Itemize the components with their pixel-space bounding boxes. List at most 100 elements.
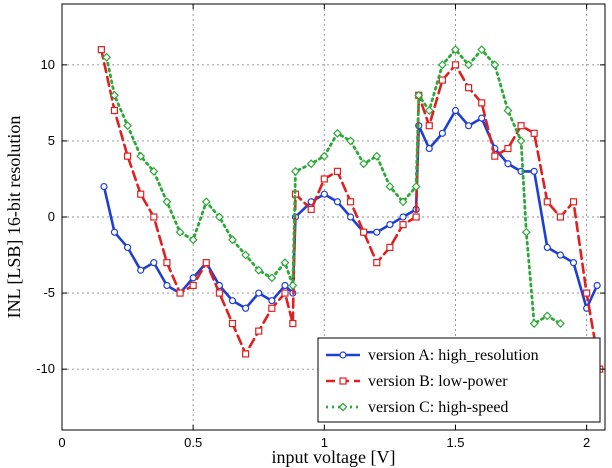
data-point xyxy=(504,144,512,153)
data-point xyxy=(438,76,446,84)
data-point xyxy=(464,84,473,92)
data-point xyxy=(451,61,460,69)
data-point xyxy=(333,167,342,175)
data-point xyxy=(491,152,499,160)
y-tick-label: 10 xyxy=(41,57,55,72)
data-point xyxy=(386,243,394,252)
data-point xyxy=(529,319,539,328)
data-point xyxy=(411,182,421,192)
y-tick-label: -10 xyxy=(36,361,55,376)
data-point xyxy=(556,251,565,259)
data-point xyxy=(188,235,198,245)
data-point xyxy=(386,221,394,229)
data-point xyxy=(307,205,315,213)
data-point xyxy=(175,227,185,237)
data-point xyxy=(346,213,355,221)
legend-label: version B: low-power xyxy=(368,373,508,390)
legend-box xyxy=(317,337,601,423)
data-point xyxy=(254,265,264,275)
data-point xyxy=(556,213,565,221)
data-point xyxy=(267,273,277,283)
data-point xyxy=(255,327,263,335)
data-point xyxy=(503,106,513,115)
data-point xyxy=(569,259,578,267)
series-1 xyxy=(100,106,601,312)
data-point xyxy=(543,243,551,252)
data-point xyxy=(517,122,525,130)
data-point xyxy=(451,45,460,55)
data-point xyxy=(360,228,368,236)
legend-entry: version C: high-speed xyxy=(326,399,508,416)
data-point xyxy=(291,166,300,176)
x-tick-label: 1.5 xyxy=(446,435,464,450)
data-point xyxy=(593,281,601,290)
data-point xyxy=(555,319,565,328)
data-point xyxy=(288,281,298,290)
series-2 xyxy=(97,46,604,373)
legend-marker xyxy=(339,377,347,385)
data-point xyxy=(438,129,446,137)
legend-label: version C: high-speed xyxy=(368,399,508,416)
data-point xyxy=(542,311,552,321)
data-point xyxy=(228,297,237,305)
data-point xyxy=(477,45,487,55)
x-tick-label: 2 xyxy=(583,435,590,450)
data-point xyxy=(490,60,500,70)
data-point xyxy=(464,60,474,70)
data-point xyxy=(346,198,355,206)
data-point xyxy=(110,228,119,236)
y-axis-label: INL [LSB] 16-bit resolution xyxy=(4,116,24,319)
data-point xyxy=(530,167,538,175)
data-point xyxy=(412,213,420,221)
data-point xyxy=(281,281,289,290)
data-point xyxy=(414,90,424,100)
data-point xyxy=(424,106,434,115)
data-point xyxy=(123,243,132,252)
data-point xyxy=(359,159,369,169)
data-point xyxy=(320,190,328,198)
legend-marker xyxy=(338,402,348,412)
data-point xyxy=(425,144,433,153)
data-point xyxy=(137,190,145,198)
y-tick-label: 0 xyxy=(48,209,55,224)
data-point xyxy=(150,259,158,267)
x-tick-label: 0 xyxy=(58,435,65,450)
data-point xyxy=(242,304,250,312)
data-point xyxy=(504,160,512,168)
data-point xyxy=(281,289,289,297)
data-point xyxy=(97,46,105,54)
data-point xyxy=(569,198,578,206)
x-tick-label: 1 xyxy=(321,435,328,450)
data-point xyxy=(478,114,486,122)
data-point xyxy=(241,250,251,260)
x-tick-label: 0.5 xyxy=(184,435,202,450)
data-point xyxy=(176,289,184,297)
data-point xyxy=(333,198,342,206)
data-point xyxy=(255,289,263,297)
data-point xyxy=(137,266,145,274)
data-point xyxy=(215,289,223,297)
series-layer xyxy=(97,45,604,373)
data-point xyxy=(399,213,407,221)
legend-entry: version B: low-power xyxy=(326,373,508,390)
data-point xyxy=(306,159,316,169)
data-point xyxy=(516,136,526,146)
data-point xyxy=(214,212,224,222)
y-tick-label: -5 xyxy=(43,285,55,300)
data-point xyxy=(464,122,473,130)
data-point xyxy=(372,151,382,161)
legend-label: version A: high_resolution xyxy=(368,347,539,364)
x-axis-label: input voltage [V] xyxy=(272,447,396,467)
data-point xyxy=(163,281,171,290)
data-point xyxy=(202,259,210,267)
data-point xyxy=(280,258,290,268)
data-point xyxy=(201,197,211,207)
tick-layer: 0 0.5 1 1.5 2 -10 -5 0 5 10 xyxy=(36,4,605,450)
data-point xyxy=(136,151,146,161)
data-point xyxy=(150,213,158,221)
data-point xyxy=(543,198,551,206)
data-point xyxy=(242,350,250,358)
data-point xyxy=(425,122,433,130)
data-point xyxy=(110,90,119,100)
